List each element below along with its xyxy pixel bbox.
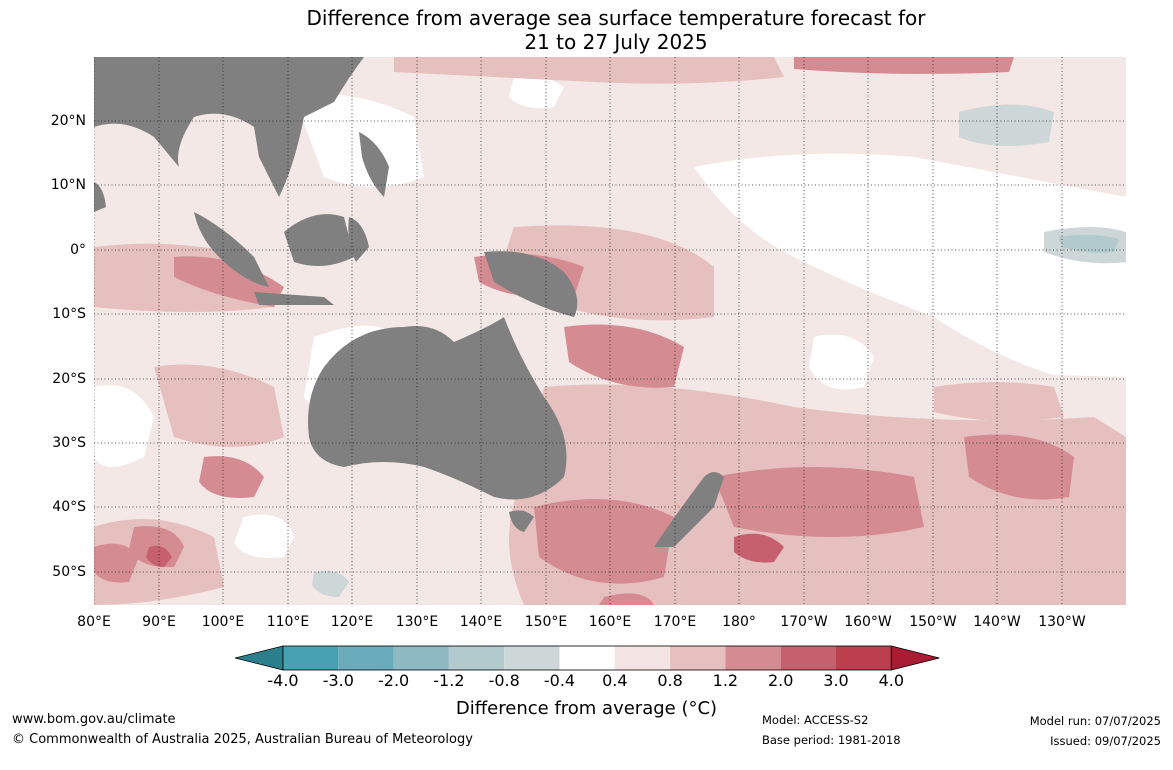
latitude-label: 10°S (52, 306, 86, 322)
colorbar-segment (448, 646, 505, 670)
cool-anomaly-core (1059, 234, 1119, 253)
colorbar-segment (670, 646, 726, 670)
latitude-label: 0° (70, 242, 86, 258)
longitude-label: 120°E (330, 614, 374, 630)
colorbar-segment (614, 646, 671, 670)
longitude-label: 90°E (142, 614, 176, 630)
longitude-label: 130°E (395, 614, 439, 630)
india-coast (94, 182, 106, 212)
model-run-date: Model run: 07/07/2025 (1029, 714, 1161, 728)
latitude-label: 30°S (52, 435, 86, 451)
colorbar-extend-high (890, 645, 940, 671)
graticule (94, 57, 1126, 605)
longitude-label: 160°E (588, 614, 632, 630)
latitude-label: 20°S (52, 371, 86, 387)
sst-anomaly-map (94, 57, 1126, 605)
longitude-label: 170°W (780, 614, 828, 630)
colorbar-segment (725, 646, 781, 670)
map-canvas (94, 57, 1126, 605)
longitude-label: 80°E (77, 614, 111, 630)
map-title-line-2: 21 to 27 July 2025 (524, 30, 708, 54)
map-title-line-1: Difference from average sea surface temp… (306, 6, 926, 30)
colorbar-tick-label: -4.0 (267, 671, 299, 690)
colorbar-segment (559, 646, 615, 670)
longitude-label: 150°E (524, 614, 568, 630)
issued-date: Issued: 09/07/2025 (1050, 734, 1161, 748)
java (254, 292, 334, 305)
colorbar (235, 645, 940, 671)
longitude-label: 160°W (844, 614, 892, 630)
colorbar-tick-label: -3.0 (322, 671, 354, 690)
longitude-label: 140°W (973, 614, 1021, 630)
latitude-label: 10°N (50, 177, 86, 193)
latitude-label: 40°S (52, 499, 86, 515)
base-period: Base period: 1981-2018 (762, 733, 901, 747)
colorbar-tick-label: 2.0 (767, 671, 794, 690)
colorbar-segment (338, 646, 394, 670)
colorbar-segment (504, 646, 560, 670)
colorbar-segment (836, 646, 892, 670)
asia-mainland (94, 57, 364, 197)
longitude-label: 150°W (909, 614, 957, 630)
longitude-label: 180° (722, 614, 756, 630)
model-name: Model: ACCESS-S2 (762, 713, 869, 727)
longitude-label: 170°E (653, 614, 697, 630)
longitude-label: 140°E (459, 614, 503, 630)
new-zealand (654, 472, 724, 547)
colorbar-tick-label: -0.8 (488, 671, 520, 690)
philippines (359, 132, 389, 197)
colorbar-segment (393, 646, 449, 670)
longitude-label: 100°E (201, 614, 245, 630)
latitude-label: 20°N (50, 113, 86, 129)
colorbar-segment (780, 646, 836, 670)
colorbar-outline (282, 645, 892, 671)
colorbar-tick-label: -1.2 (433, 671, 465, 690)
latitude-label: 50°S (52, 564, 86, 580)
longitude-label: 110°E (266, 614, 310, 630)
borneo (284, 214, 354, 266)
warm-anomaly-2-0-areas (146, 533, 784, 567)
sulawesi (348, 217, 369, 262)
longitude-label: 130°W (1038, 614, 1086, 630)
colorbar-tick-label: 0.8 (657, 671, 683, 690)
landmasses (94, 57, 724, 547)
colorbar-segment (283, 646, 339, 670)
colorbar-tick-label: -0.4 (543, 671, 576, 690)
colorbar-extend-low (235, 645, 284, 671)
copyright-text: © Commonwealth of Australia 2025, Austra… (12, 732, 473, 747)
colorbar-tick-label: 0.4 (602, 671, 628, 690)
colorbar-title: Difference from average (°C) (455, 698, 718, 719)
colorbar-tick-label: 1.2 (712, 671, 739, 690)
australia (308, 317, 567, 500)
colorbar-tick-label: -2.0 (377, 671, 410, 690)
website-link[interactable]: www.bom.gov.au/climate (12, 712, 176, 727)
tasmania (509, 510, 534, 532)
colorbar-tick-label: 4.0 (878, 671, 905, 690)
colorbar-tick-label: 3.0 (823, 671, 849, 690)
sumatra (194, 212, 269, 287)
new-guinea (484, 251, 578, 317)
